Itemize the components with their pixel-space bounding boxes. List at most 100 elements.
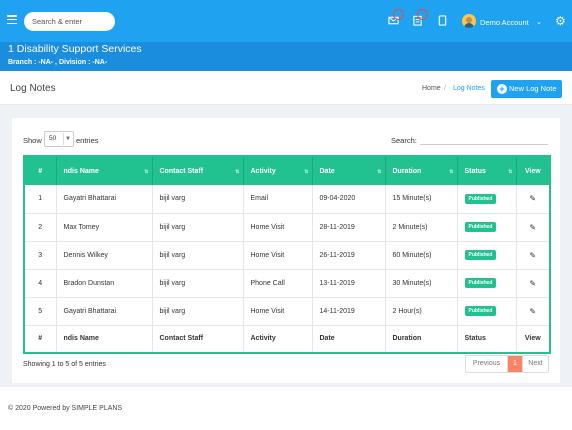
column-header[interactable]: # [24,156,57,185]
sort-icon: ⇅ [377,169,382,175]
column-footer: Activity [243,325,313,353]
column-header[interactable]: ndis Name ⇅ [56,156,153,185]
table-row: 3 Dennis Wilkey bijil varg Home Visit 26… [24,241,551,270]
edit-icon[interactable]: ✎ [529,250,537,260]
table-row: 5 Gayatri Bhattarai bijil varg Home Visi… [24,297,551,326]
org-title: 1 Disability Support Services [8,43,142,55]
page-header: Log Notes Home / Log Notes [0,71,572,105]
table-row: 4 Bradon Dunstan bijil varg Phone Call 1… [24,269,551,298]
column-footer: Duration [385,325,458,353]
contact-staff-cell: bijil varg [152,213,244,242]
menu-icon[interactable] [7,15,17,25]
edit-icon[interactable]: ✎ [529,278,537,288]
ndis-name-cell: Max Tomey [56,213,153,242]
top-navbar: Search & enter Demo Account ⌄ ⚙ [0,0,572,42]
status-badge: Published [464,278,497,288]
tablet-icon[interactable] [437,15,448,26]
date-cell: 26-11-2019 [312,241,386,270]
table-header-row: # ndis Name ⇅ Contact Staff ⇅ Activity ⇅ Da… [24,156,551,185]
status-cell: Published [457,241,517,270]
column-header[interactable]: Activity ⇅ [243,156,313,185]
date-cell: 28-11-2019 [312,213,386,242]
edit-icon[interactable]: ✎ [529,306,537,316]
date-cell: 13-11-2019 [312,269,386,298]
contact-staff-cell: bijil varg [152,185,244,214]
duration-cell: 60 Minute(s) [385,241,458,270]
status-cell: Published [457,213,517,242]
column-header[interactable]: Duration ⇅ [385,156,458,185]
breadcrumb-home[interactable]: Home [422,85,441,92]
view-cell: ✎ [516,241,551,270]
org-banner: 1 Disability Support Services Branch : -… [0,42,572,71]
activity-cell: Email [243,185,313,214]
status-badge: Published [464,306,497,316]
pagination-info: Showing 1 to 5 of 5 entries [23,361,106,368]
ndis-name-cell: Dennis Wilkey [56,241,153,270]
row-number: 2 [24,213,57,242]
sort-icon: ⇅ [304,169,309,175]
new-log-note-label: New Log Note [509,84,557,93]
sort-icon: ⇅ [144,169,149,175]
column-footer: Contact Staff [152,325,244,353]
table-search-label: Search: [391,136,417,145]
column-header[interactable]: Status ⇅ [457,156,517,185]
log-notes-table: # ndis Name ⇅ Contact Staff ⇅ Activity ⇅ Da… [23,155,551,354]
duration-cell: 2 Minute(s) [385,213,458,242]
new-log-note-button[interactable]: + New Log Note [491,80,562,98]
edit-icon[interactable]: ✎ [529,222,537,232]
chevron-down-icon: ▼ [63,133,72,145]
column-header[interactable]: Date ⇅ [312,156,386,185]
account-menu[interactable]: Demo Account [480,18,529,27]
ndis-name-cell: Bradon Dunstan [56,269,153,298]
view-cell: ✎ [516,297,551,326]
gear-icon[interactable]: ⚙ [555,14,566,28]
contact-staff-cell: bijil varg [152,269,244,298]
notification-badge [393,9,404,20]
show-label: Show [23,136,42,145]
avatar[interactable] [462,14,476,28]
table-footer-row: # ndis Name Contact Staff Activity Date … [24,325,551,353]
view-cell: ✎ [516,185,551,214]
org-subtitle: Branch : -NA- , Division : -NA- [8,59,108,66]
page-title: Log Notes [10,83,56,94]
breadcrumb-current: Log Notes [453,85,485,92]
column-footer: View [516,325,551,353]
date-cell: 14-11-2019 [312,297,386,326]
contact-staff-cell: bijil varg [152,297,244,326]
column-footer: ndis Name [56,325,153,353]
status-badge: Published [464,193,497,204]
plus-icon: + [497,84,507,94]
table-row: 1 Gayatri Bhattarai bijil varg Email 09-… [24,185,551,214]
ndis-name-cell: Gayatri Bhattarai [56,297,153,326]
row-number: 4 [24,269,57,298]
search-input[interactable]: Search & enter [24,12,115,31]
previous-page-button[interactable]: Previous [466,356,508,372]
row-number: 5 [24,297,57,326]
footer-text: © 2020 Powered by SIMPLE PLANS [8,405,123,412]
activity-cell: Home Visit [243,241,313,270]
row-number: 3 [24,241,57,270]
column-footer: Status [457,325,517,353]
entries-select-value: 50 [49,135,57,142]
notification-badge [417,9,428,20]
column-header[interactable]: Contact Staff ⇅ [152,156,244,185]
sort-icon: ⇅ [449,169,454,175]
edit-icon[interactable]: ✎ [529,194,537,204]
page-1-button[interactable]: 1 [508,356,522,372]
next-page-button[interactable]: Next [522,356,548,372]
table-search-input[interactable] [420,144,548,145]
activity-cell: Home Visit [243,297,313,326]
entries-select[interactable]: 50 ▼ [44,131,74,147]
sort-icon: ⇅ [508,169,513,175]
view-cell: ✎ [516,269,551,298]
status-cell: Published [457,185,517,214]
row-number: 1 [24,185,57,214]
duration-cell: 2 Hour(s) [385,297,458,326]
table-row: 2 Max Tomey bijil varg Home Visit 28-11-… [24,213,551,242]
status-badge: Published [464,250,497,260]
contact-staff-cell: bijil varg [152,241,244,270]
chevron-down-icon[interactable]: ⌄ [536,19,542,26]
duration-cell: 30 Minute(s) [385,269,458,298]
column-footer: # [24,325,57,353]
column-header: View [516,156,551,185]
